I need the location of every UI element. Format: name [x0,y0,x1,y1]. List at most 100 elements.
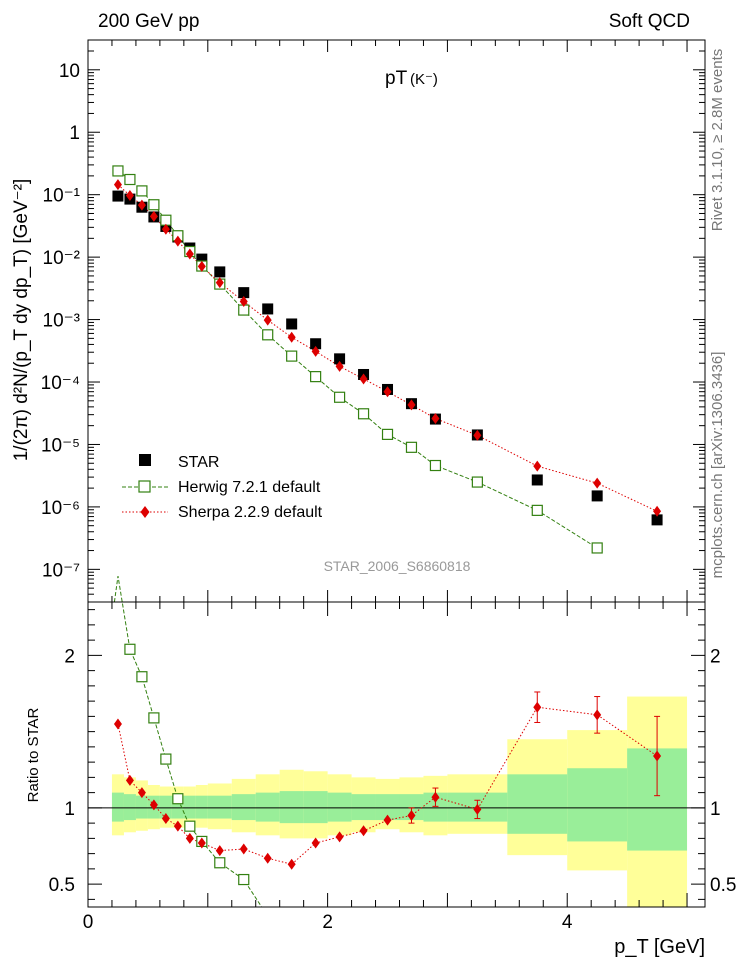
y-tick-label-ratio: 0.5 [49,875,75,896]
band-inner [111,792,124,822]
x-tick-label: 2 [322,912,333,933]
herwig-ratio-point [148,712,160,724]
herwig-ratio-line [113,576,263,908]
sherpa-point [653,505,662,517]
sherpa-point [197,260,206,272]
herwig-point [531,504,543,516]
sherpa-point [407,399,416,411]
sherpa-point [263,314,272,326]
band-inner [183,795,196,819]
side-label-bottom: mcplots.cern.ch [arXiv:1306.3436] [709,352,726,579]
herwig-ratio-point [184,820,196,832]
star-point [334,353,346,365]
herwig-point [333,391,346,403]
sherpa-point [593,477,602,489]
sherpa-point [215,277,224,289]
sherpa-point [137,199,146,211]
sherpa-ratio-point [125,774,134,786]
herwig-ratio-point [124,643,136,655]
main-series [112,165,663,554]
legend-sherpa-marker [140,506,150,518]
main-plot: 10⁻⁷ 10⁻⁶ 10⁻⁵ 10⁻⁴ 10⁻³ 10⁻² 10⁻¹ 1 10 1/(2π) d… [11,39,706,603]
star-point [196,253,208,265]
herwig-ratio-point [238,873,250,886]
y-tick-label-main: 10⁻⁷ [42,560,80,581]
herwig-ratio-point [172,793,184,805]
band-inner [135,795,148,819]
y-tick-label-main: 10 [59,61,80,82]
band-inner [423,792,448,822]
band-inner [303,791,328,824]
sherpa-point [311,345,320,357]
legend-herwig-label: Herwig 7.2.1 default [178,479,321,496]
star-point [651,514,663,526]
herwig-point [381,428,394,440]
sherpa-line [117,184,658,512]
sherpa-ratio-point [383,814,392,826]
band-inner [279,791,304,824]
sherpa-point [287,331,296,343]
sherpa-point [125,190,134,202]
band-inner [195,795,208,819]
sherpa-ratio-line [117,706,658,865]
sherpa-ratio-point [197,837,206,849]
star-point [238,287,250,299]
plot-title-sub: (K⁻) [410,71,438,88]
star-point [591,490,603,502]
x-tick-label: 0 [83,912,94,933]
y-tick-label-main: 10⁻⁴ [41,373,80,394]
sherpa-point [533,460,542,472]
band-inner [507,774,568,834]
herwig-ratio-point [160,753,172,765]
plot-title-main: pT [385,68,408,89]
sherpa-point [173,235,182,247]
legend-herwig-marker [138,480,151,493]
sherpa-point [383,386,392,398]
band-inner [123,794,136,821]
herwig-ratio-point [214,857,226,869]
sherpa-ratio-point [287,858,296,870]
band-inner [351,794,376,821]
band-inner [231,794,256,821]
herwig-point [405,441,418,453]
herwig-point [429,459,442,472]
y-axis-label-main: 1/(2π) d²N/(p_T dy dp_T) [GeV⁻²] [11,179,32,462]
band-inner [255,792,280,822]
header-right: Soft QCD [609,11,690,32]
herwig-point [310,371,322,383]
sherpa-ratio-point [161,813,170,825]
analysis-id: STAR_2006_S6860818 [324,558,471,574]
y-tick-label-ratio-right: 0.5 [710,875,736,896]
y-tick-label-ratio-right: 1 [710,799,721,820]
sherpa-point [431,413,440,425]
sherpa-ratio-point [185,832,194,844]
header-left: 200 GeV pp [98,11,199,32]
y-tick-label-main: 10⁻⁵ [41,435,80,456]
legend-star-marker [139,454,151,466]
side-label-top: Rivet 3.1.10, ≥ 2.8M events [709,49,726,232]
sherpa-ratio-point [215,845,224,857]
y-tick-label-ratio: 1 [64,799,75,820]
sherpa-ratio-point [113,718,122,730]
herwig-point [591,542,603,554]
y-tick-label-main: 10⁻² [43,248,81,269]
x-tick-label: 4 [562,912,573,933]
band-inner [327,792,352,822]
sherpa-point [359,373,368,385]
sherpa-point [161,223,170,235]
sherpa-ratio-point [149,799,158,811]
sherpa-ratio-point [533,701,542,713]
sherpa-ratio-point [473,803,482,815]
ratio-plot-frame [87,601,706,908]
sherpa-ratio-point [239,843,248,855]
herwig-point [124,173,136,186]
sherpa-ratio-point [407,810,416,821]
sherpa-ratio-point [137,787,146,799]
sherpa-point [335,360,344,372]
y-tick-label-ratio-right: 2 [710,646,721,667]
sherpa-point [185,248,194,260]
y-tick-label-main: 10⁻³ [43,311,81,332]
herwig-point [148,199,160,211]
star-point [310,338,322,350]
sherpa-ratio-point [593,709,602,721]
